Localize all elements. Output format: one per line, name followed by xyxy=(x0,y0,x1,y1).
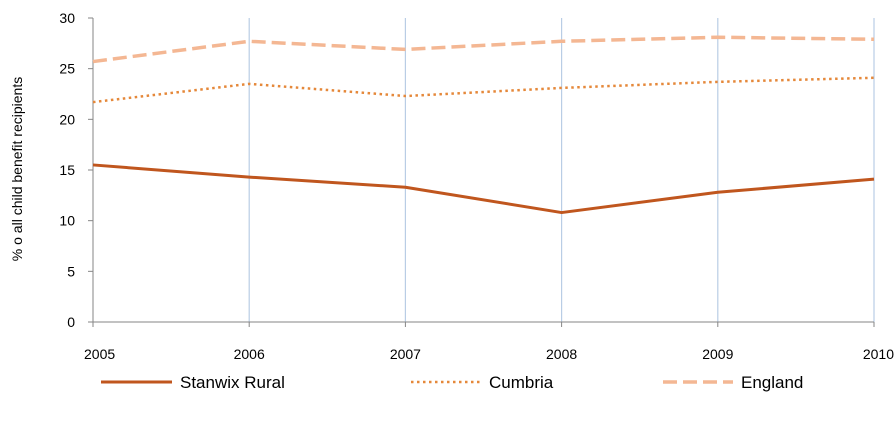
axes xyxy=(88,17,875,327)
x-tick-label: 2010 xyxy=(863,346,894,362)
y-tick-label: 15 xyxy=(59,162,75,178)
series-line-stanwix-rural xyxy=(92,163,875,215)
legend-label: Stanwix Rural xyxy=(180,373,285,392)
x-tick-label: 2009 xyxy=(702,346,733,362)
y-tick-label: 25 xyxy=(59,61,75,77)
series-line-cumbria xyxy=(92,76,875,104)
y-axis-label: % o all child benefit recipients xyxy=(9,77,25,261)
y-tick-label: 5 xyxy=(67,263,75,279)
x-tick-label: 2006 xyxy=(234,346,265,362)
tick-labels: 0 5 10 15 20 25 30 2005 2006 2007 2008 2009 2010 xyxy=(59,10,894,362)
series-line-england xyxy=(92,35,875,64)
legend-label: England xyxy=(741,373,803,392)
legend-label: Cumbria xyxy=(489,373,554,392)
y-tick-label: 0 xyxy=(67,314,75,330)
x-tick-label: 2007 xyxy=(390,346,421,362)
y-tick-label: 20 xyxy=(59,111,75,127)
series-lines xyxy=(92,35,875,215)
x-tick-label: 2008 xyxy=(546,346,577,362)
y-tick-label: 30 xyxy=(59,10,75,26)
y-tick-label: 10 xyxy=(59,213,75,229)
x-tick-label: 2005 xyxy=(84,346,115,362)
gridlines xyxy=(248,18,875,322)
legend: Stanwix Rural Cumbria England xyxy=(101,373,803,392)
